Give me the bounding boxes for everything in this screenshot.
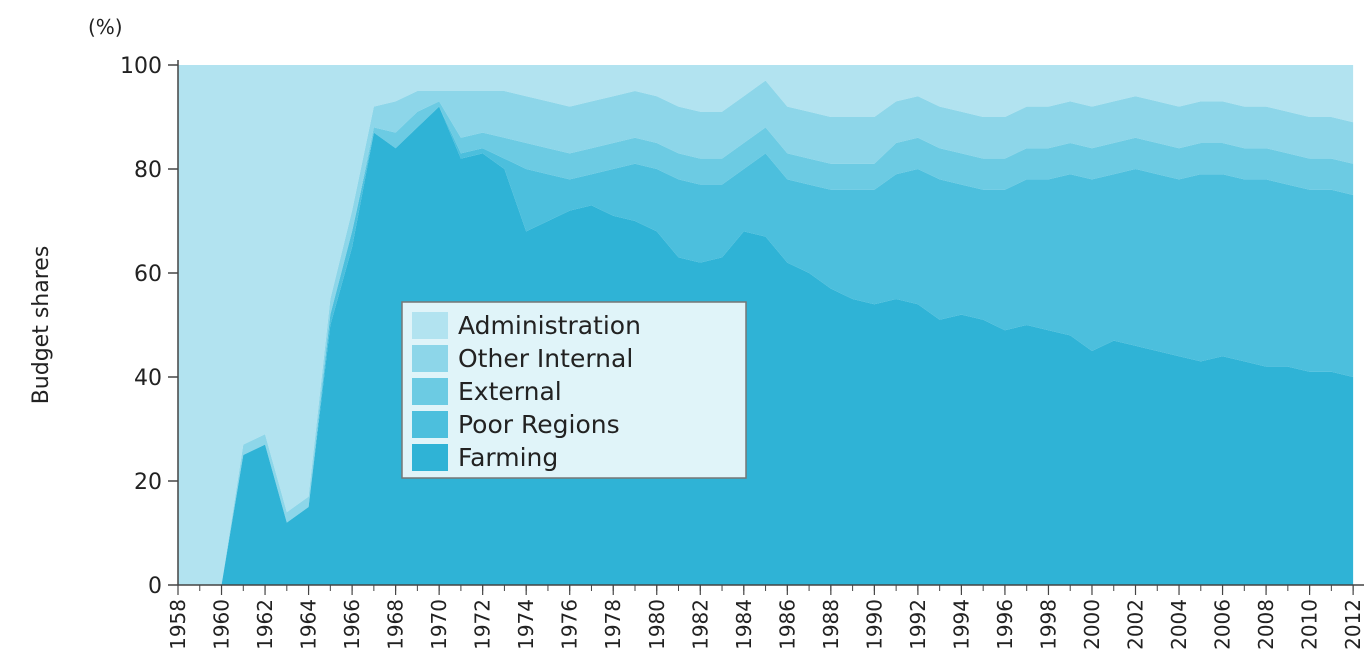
- area-series: [178, 101, 1354, 586]
- x-tick-label: 1996: [993, 599, 1017, 650]
- x-tick-label: 1986: [775, 599, 799, 650]
- area-series: [178, 65, 1354, 585]
- plot-area: [178, 65, 1354, 586]
- legend-swatch: [412, 444, 448, 471]
- x-tick-label: 1998: [1036, 599, 1060, 650]
- x-tick-label: 2006: [1211, 599, 1235, 650]
- x-tick-label: 1990: [862, 599, 886, 650]
- legend-label: External: [458, 377, 562, 406]
- x-tick-label: 1980: [645, 599, 669, 650]
- x-tick-label: 1992: [906, 599, 930, 650]
- legend: Administration Other Internal External Poor…: [401, 301, 747, 479]
- y-tick-label: 60: [134, 262, 162, 287]
- legend-label: Administration: [458, 311, 641, 340]
- legend-swatch: [412, 312, 448, 339]
- x-tick-label: 1988: [819, 599, 843, 650]
- area-series: [178, 106, 1354, 585]
- x-tick-label: 1994: [949, 599, 973, 650]
- x-tick-label: 1962: [253, 599, 277, 650]
- x-tick-label: 1960: [210, 599, 234, 650]
- y-tick-label: 80: [134, 158, 162, 183]
- x-tick-label: 2008: [1254, 599, 1278, 650]
- y-tick-label: 20: [134, 470, 162, 495]
- x-tick-label: 1966: [340, 599, 364, 650]
- x-tick-label: 1974: [514, 599, 538, 650]
- x-tick-label: 2000: [1080, 599, 1104, 650]
- x-tick-label: 1978: [601, 599, 625, 650]
- x-tick-label: 1964: [297, 599, 321, 650]
- y-axis-label: Budget shares: [29, 246, 54, 405]
- x-tick-label: 1958: [166, 599, 190, 650]
- area-series: [178, 80, 1354, 585]
- x-tick-label: 1972: [471, 599, 495, 650]
- legend-label: Other Internal: [458, 344, 633, 373]
- legend-swatch: [412, 378, 448, 405]
- legend-box: [401, 301, 747, 479]
- axes: 0 20 40 60 80 100 1958 1960 1962 1964 1966 1968 1970…: [120, 54, 1364, 650]
- x-tick-label: 2002: [1124, 599, 1148, 650]
- x-tick-label: 1968: [384, 599, 408, 650]
- y-tick-label: 40: [134, 366, 162, 391]
- legend-swatch: [412, 411, 448, 438]
- x-tick-label: 1984: [732, 599, 756, 650]
- y-tick-label: 100: [120, 54, 162, 79]
- x-tick-label: 1982: [688, 599, 712, 650]
- x-tick-label: 2012: [1341, 599, 1364, 650]
- x-tick-label: 1970: [427, 599, 451, 650]
- legend-label: Poor Regions: [458, 410, 620, 439]
- x-tick-label: 1976: [558, 599, 582, 650]
- y-tick-label: 0: [148, 574, 162, 599]
- legend-label: Farming: [458, 443, 558, 472]
- x-tick-label: 2004: [1167, 599, 1191, 650]
- x-tick-label: 2010: [1298, 599, 1322, 650]
- y-unit: (%): [88, 15, 123, 39]
- legend-swatch: [412, 345, 448, 372]
